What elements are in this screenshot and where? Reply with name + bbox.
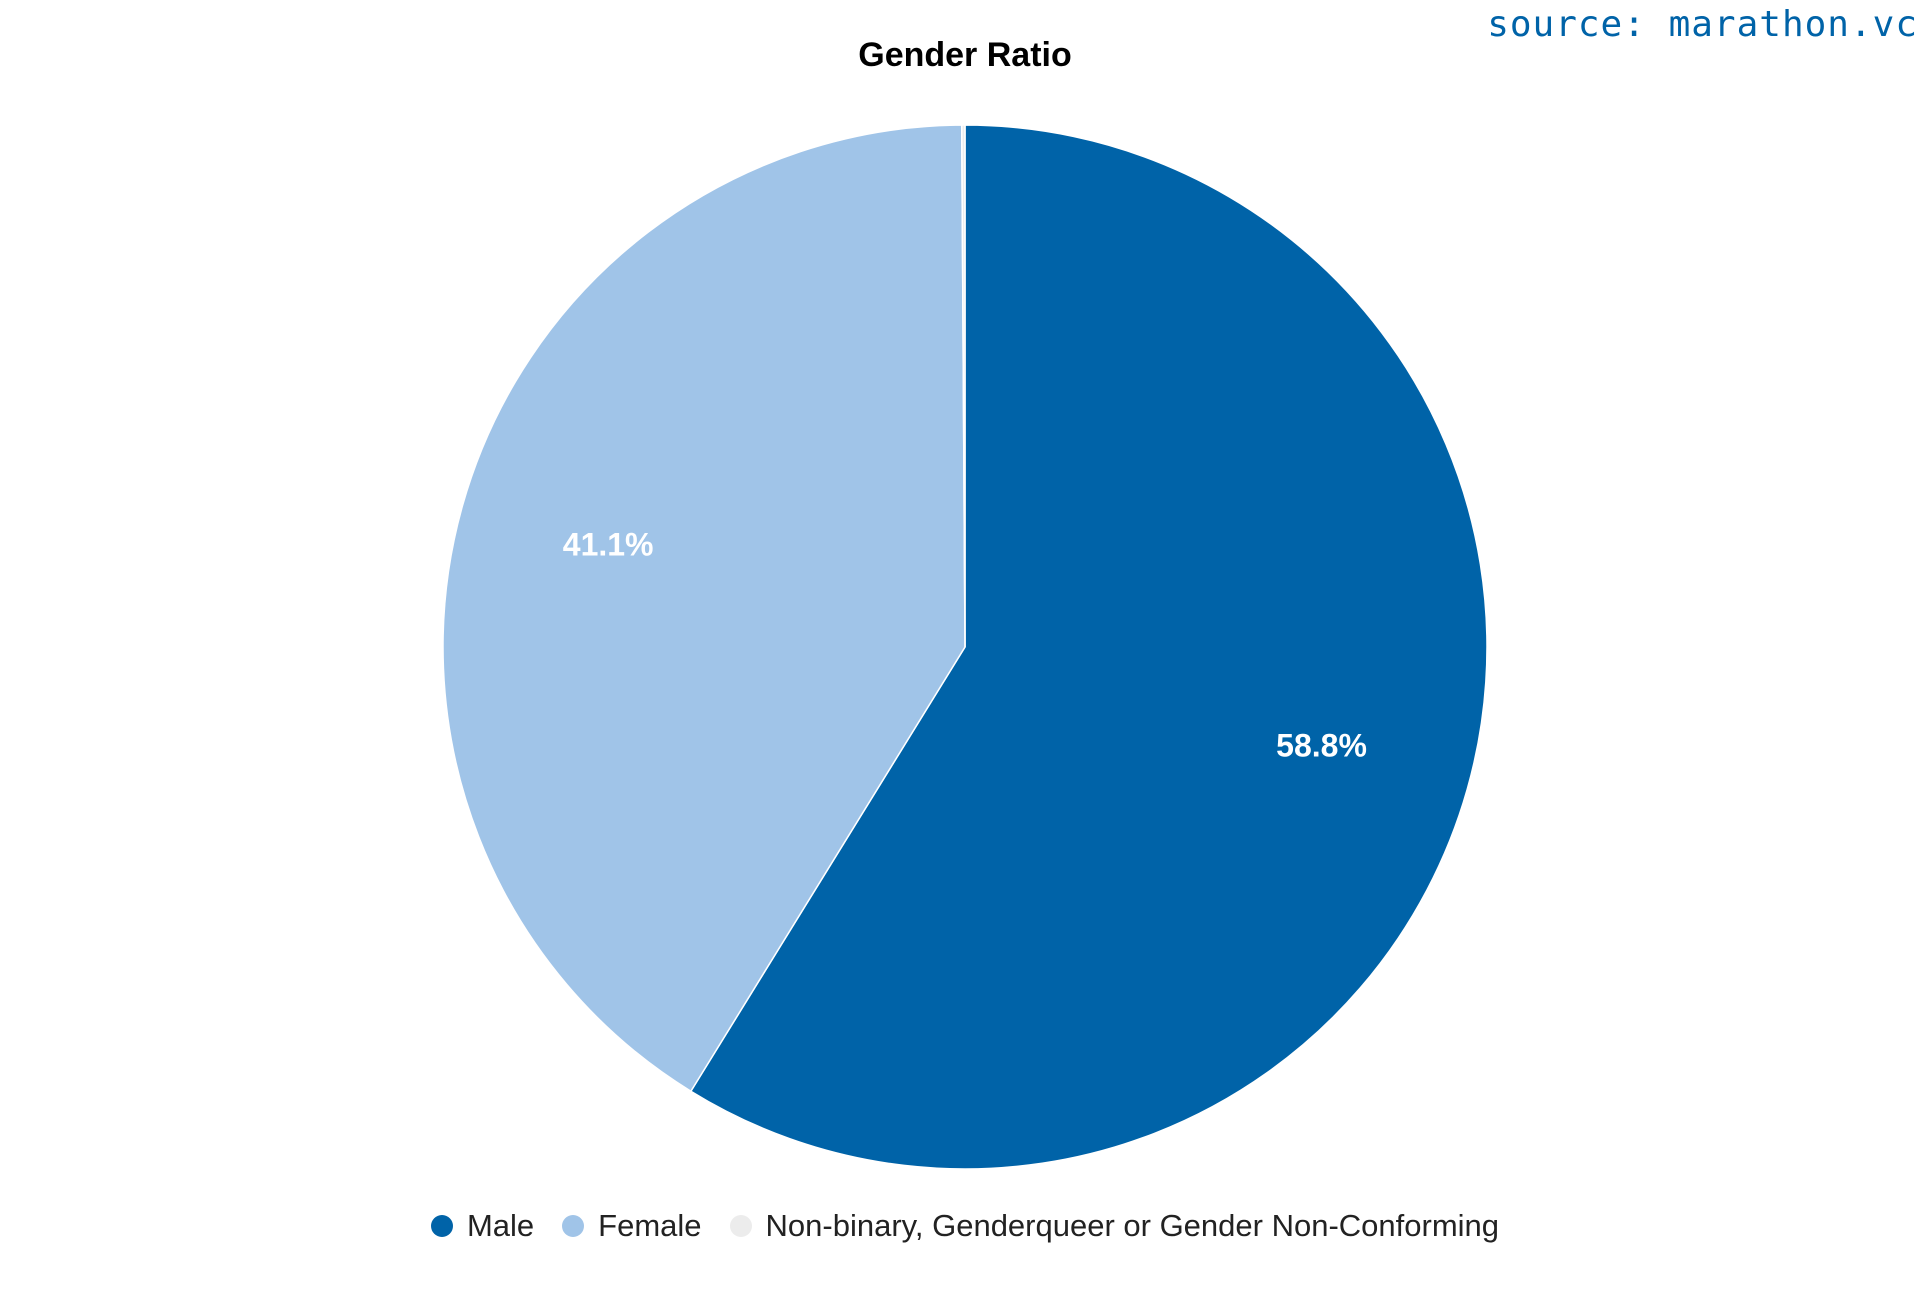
chart-title: Gender Ratio (858, 36, 1072, 74)
pie-chart: 58.8% 41.1% (442, 124, 1488, 1170)
legend-label-non-binary: Non-binary, Genderqueer or Gender Non-Co… (765, 1208, 1500, 1243)
legend-item-non-binary: Non-binary, Genderqueer or Gender Non-Co… (729, 1208, 1500, 1244)
legend-swatch-female (562, 1215, 585, 1237)
pie-slice-non-binary (960, 124, 966, 648)
slice-label-male: 58.8% (1276, 728, 1367, 764)
legend-label-female: Female (598, 1208, 702, 1243)
legend-item-female: Female (562, 1208, 702, 1244)
legend-swatch-male (430, 1215, 453, 1237)
chart-legend: Male Female Non-binary, Genderqueer or G… (0, 1208, 1930, 1244)
source-label: source: marathon.vc (1487, 4, 1918, 45)
pie-slice-male (689, 124, 1488, 1170)
legend-swatch-non-binary (729, 1215, 752, 1237)
legend-label-male: Male (466, 1208, 535, 1243)
pie-slice-female (442, 124, 966, 1093)
legend-item-male: Male (430, 1208, 535, 1244)
slice-label-female: 41.1% (563, 526, 654, 562)
